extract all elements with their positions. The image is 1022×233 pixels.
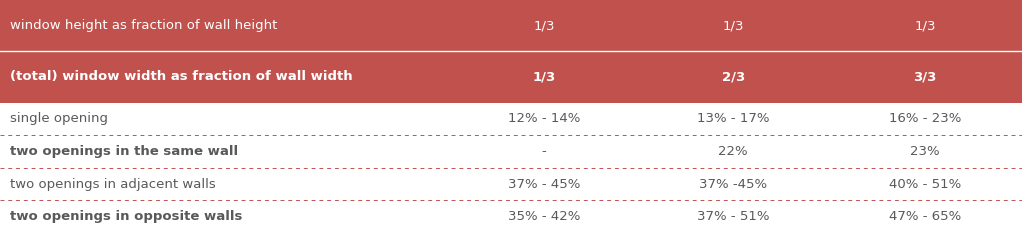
Text: two openings in the same wall: two openings in the same wall	[10, 145, 238, 158]
FancyBboxPatch shape	[0, 135, 1022, 168]
Text: single opening: single opening	[10, 112, 108, 125]
Text: 1/3: 1/3	[532, 70, 556, 83]
FancyBboxPatch shape	[0, 51, 1022, 103]
Text: 1/3: 1/3	[914, 19, 936, 32]
Text: window height as fraction of wall height: window height as fraction of wall height	[10, 19, 278, 32]
Text: (total) window width as fraction of wall width: (total) window width as fraction of wall…	[10, 70, 353, 83]
Text: 1/3: 1/3	[723, 19, 744, 32]
FancyBboxPatch shape	[0, 0, 1022, 51]
Text: -: -	[542, 145, 547, 158]
FancyBboxPatch shape	[0, 168, 1022, 200]
FancyBboxPatch shape	[0, 103, 1022, 135]
Text: 23%: 23%	[911, 145, 939, 158]
FancyBboxPatch shape	[0, 200, 1022, 233]
Text: 1/3: 1/3	[533, 19, 555, 32]
Text: 3/3: 3/3	[914, 70, 936, 83]
Text: 13% - 17%: 13% - 17%	[697, 112, 770, 125]
Text: two openings in opposite walls: two openings in opposite walls	[10, 210, 242, 223]
Text: 37% -45%: 37% -45%	[699, 178, 768, 191]
Text: two openings in adjacent walls: two openings in adjacent walls	[10, 178, 216, 191]
Text: 37% - 51%: 37% - 51%	[697, 210, 770, 223]
Text: 47% - 65%: 47% - 65%	[889, 210, 961, 223]
Text: 16% - 23%: 16% - 23%	[889, 112, 961, 125]
Text: 35% - 42%: 35% - 42%	[508, 210, 580, 223]
Text: 22%: 22%	[718, 145, 748, 158]
Text: 40% - 51%: 40% - 51%	[889, 178, 961, 191]
Text: 12% - 14%: 12% - 14%	[508, 112, 580, 125]
Text: 2/3: 2/3	[722, 70, 745, 83]
Text: 37% - 45%: 37% - 45%	[508, 178, 580, 191]
